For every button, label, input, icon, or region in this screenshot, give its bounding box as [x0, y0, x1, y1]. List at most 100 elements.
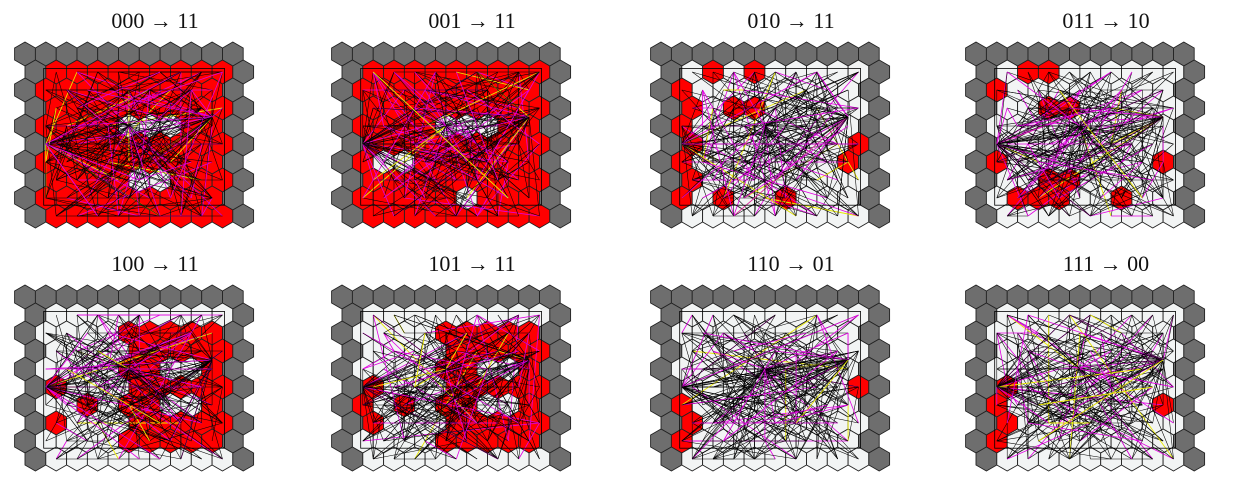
network-edge: [1152, 314, 1164, 361]
network-frame: [43, 67, 225, 206]
network-edge: [56, 359, 213, 424]
network-edge: [816, 359, 849, 388]
network-edge: [466, 116, 530, 163]
network-edge: [996, 143, 1029, 217]
network-edge: [424, 332, 478, 424]
hex-network-map: [650, 41, 891, 229]
panel-title: 100 → 11: [111, 251, 199, 276]
network-edge: [424, 116, 530, 199]
network-edge: [393, 71, 447, 127]
network-edge: [424, 386, 499, 442]
network-edge: [1027, 125, 1039, 145]
network-edge: [692, 71, 766, 127]
network-edge: [996, 125, 1029, 217]
network-edge: [1162, 350, 1174, 361]
network-edge: [723, 116, 849, 127]
network-edge: [76, 197, 213, 217]
network-edge: [45, 143, 99, 217]
network-edge: [1152, 107, 1164, 118]
network-edge: [404, 116, 530, 163]
network-edge: [456, 314, 530, 442]
network-edge: [45, 386, 171, 442]
network-edge: [66, 350, 119, 406]
network-edge: [45, 332, 130, 388]
network-edge: [180, 314, 213, 361]
network-edges: [996, 314, 1174, 460]
network-edge: [362, 143, 457, 217]
network-edge: [1069, 368, 1081, 388]
network-edge: [128, 89, 192, 127]
network-edge: [681, 143, 817, 181]
network-edge: [66, 89, 192, 127]
network-edge: [827, 332, 849, 361]
network-edge: [681, 143, 807, 199]
network-edge: [733, 332, 807, 352]
network-edge: [1079, 368, 1153, 388]
network-edge: [518, 359, 530, 460]
network-edge: [733, 125, 766, 217]
network-edge: [118, 71, 182, 109]
network-edge: [191, 332, 202, 352]
network-edge: [476, 71, 519, 109]
network-edge: [45, 71, 98, 199]
network-edge: [414, 107, 519, 181]
network-edge: [118, 368, 130, 424]
network-edge: [816, 71, 849, 118]
network-edge: [775, 350, 849, 361]
network-edge: [180, 359, 213, 388]
network-edge: [681, 89, 797, 217]
network-edge: [180, 116, 213, 217]
network-edge: [1048, 368, 1164, 424]
network-edge: [681, 71, 734, 145]
network-edge: [712, 197, 724, 217]
network-edge: [1131, 107, 1174, 217]
network-edge: [1027, 314, 1039, 370]
network-edge: [362, 89, 447, 127]
network-edge: [97, 422, 109, 442]
network-edge: [362, 89, 374, 145]
network-edge: [159, 359, 213, 460]
network-edge: [180, 116, 213, 145]
network-edge: [456, 71, 519, 217]
network-edge: [56, 107, 98, 145]
network-edge: [362, 386, 457, 424]
network-edge: [764, 89, 828, 127]
network-edge: [1079, 359, 1164, 442]
network-edge: [393, 386, 446, 406]
network-edge: [1038, 89, 1049, 181]
network-edge: [45, 71, 57, 127]
network-edge: [170, 440, 182, 460]
network-edge: [1110, 314, 1164, 361]
network-edge: [128, 368, 202, 388]
network-edge: [424, 350, 540, 406]
network-edge: [681, 350, 859, 388]
network-edge: [1069, 404, 1164, 460]
network-edge: [1079, 368, 1101, 406]
network-edge: [56, 116, 213, 181]
network-edge: [128, 350, 161, 370]
network-edge: [996, 314, 1133, 388]
network-edge: [435, 107, 509, 127]
network-edge: [362, 143, 395, 217]
network-edge: [1048, 143, 1133, 217]
network-edge: [45, 368, 171, 388]
network-edges: [681, 71, 859, 217]
network-edge: [816, 314, 859, 424]
network-edge: [362, 350, 415, 370]
network-edge: [996, 89, 1164, 118]
network-edge: [45, 89, 192, 145]
network-edge: [45, 71, 78, 145]
network-edge: [362, 314, 478, 388]
network-edge: [681, 314, 693, 334]
border-hex: [868, 446, 891, 472]
network-frame: [679, 67, 861, 206]
network-edge: [139, 143, 202, 217]
network-edge: [497, 143, 540, 181]
network-edge: [97, 125, 130, 145]
network-edge: [45, 386, 88, 442]
network-edge: [201, 350, 213, 361]
network-edge: [87, 89, 213, 118]
network-edge: [775, 89, 828, 217]
network-edge: [1048, 359, 1164, 388]
network-edge: [681, 89, 703, 145]
